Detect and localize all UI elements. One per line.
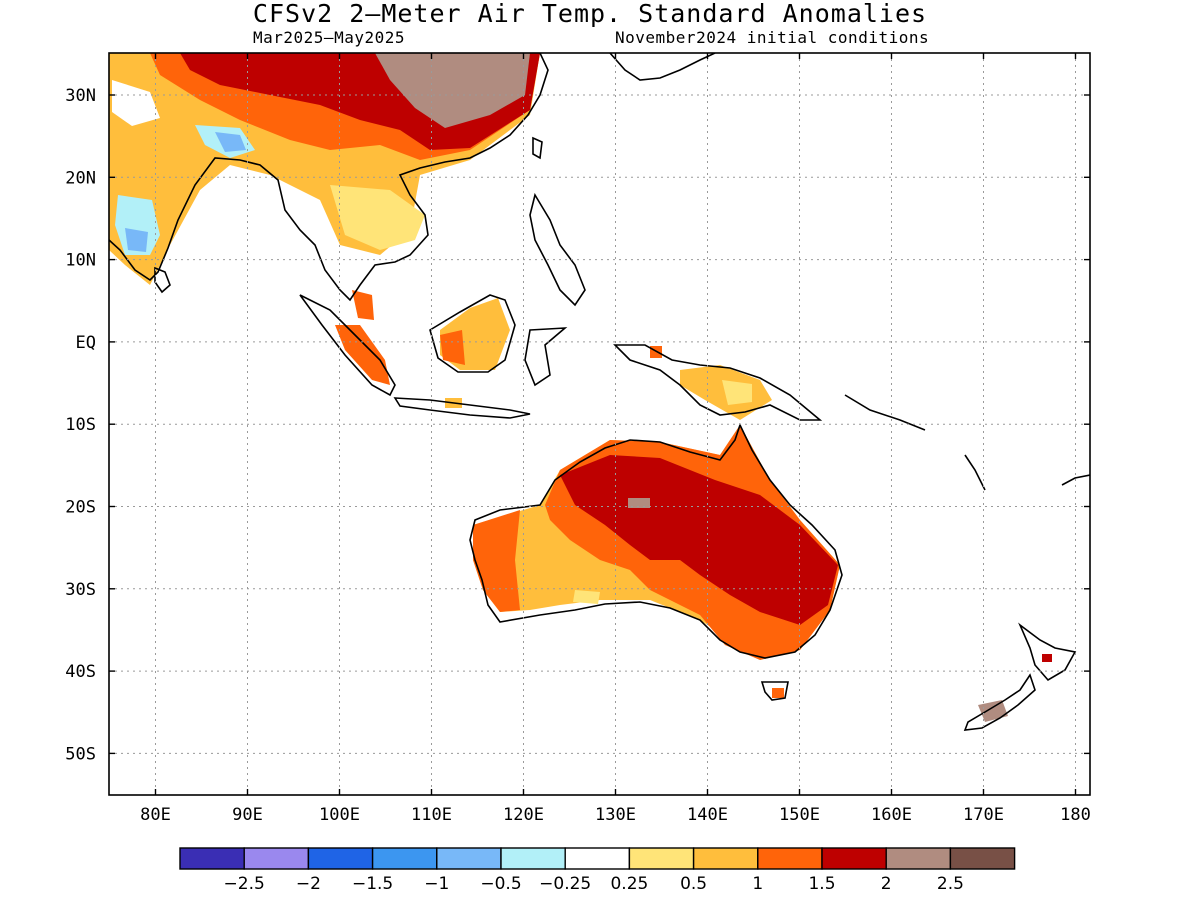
colorbar-swatch [307,847,374,870]
map-title: CFSv2 2–Meter Air Temp. Standard Anomali… [252,0,928,28]
anomaly-sumatra [335,325,390,385]
colorbar: −2.5 −2 −1.5 −1 −0.5 −0.25 0.25 0.5 1 1.5 2 2.5 [179,847,1016,894]
anomaly-australia-weak [573,590,600,604]
coast-java [393,397,531,419]
lat-label: 20S [65,498,96,518]
colorbar-label: 1.5 [808,874,835,894]
lon-label: 170E [963,805,1004,825]
coast-philippines [529,192,586,307]
lon-label: 110E [411,805,452,825]
anomaly-new-guinea-weak [722,380,752,405]
colorbar-swatch [371,847,438,870]
anomaly-borneo-strong [440,330,465,365]
forecast-period: Mar2025–May2025 [253,28,405,47]
anomaly-australia-very-strong [560,455,838,625]
anomaly-india-cooler [125,228,148,252]
lon-label: 90E [232,805,263,825]
colorbar-label: −0.5 [480,874,521,894]
anomaly-australia-extreme [628,498,650,508]
gridlines [109,53,1090,795]
colorbar-swatch [821,847,887,870]
colorbar-label: −0.25 [539,874,591,894]
lat-label: 10S [65,415,96,435]
lat-label: 30S [65,580,96,600]
coast-vanuatu-fiji [964,454,1090,491]
coast-sumatra [299,294,396,397]
coast-japan [609,53,716,81]
lat-label: 10N [65,251,96,271]
lat-label: 30N [65,86,96,106]
colorbar-label: −1.5 [352,874,393,894]
anomaly-malaya [352,290,374,320]
anomaly-australia-west-strong [473,510,520,612]
coast-sulawesi [524,327,568,387]
coast-tasmania [760,681,789,701]
colorbar-swatch [243,847,310,870]
colorbar-label: −1 [424,874,449,894]
colorbar-label: 0.25 [610,874,648,894]
lon-label: 160E [871,805,912,825]
colorbar-swatch [885,847,952,870]
lon-label: 100E [319,805,360,825]
colorbar-label: 1 [752,874,763,894]
coast-nz-south [963,673,1036,731]
colorbar-label: 2 [881,874,892,894]
anomaly-india-cool [115,195,160,255]
lon-label: 150E [779,805,820,825]
lat-label: 50S [65,744,96,764]
colorbar-swatch [500,847,566,870]
lon-label: 180 [1060,805,1091,825]
anomaly-nz-south-extreme [978,700,1008,722]
colorbar-swatch [692,847,759,870]
lon-label: 80E [140,805,171,825]
initial-conditions: November2024 initial conditions [615,28,930,47]
colorbar-swatch [628,847,695,870]
axis-ticks: 80E 90E 100E 110E 120E 130E 140E 150E 160E 170E 18… [65,53,1091,825]
coast-solomons [844,394,926,431]
anomaly-asia-weak [330,185,425,250]
lat-label: 20N [65,168,96,188]
anomaly-fill-layer [109,53,1052,722]
colorbar-swatch [179,847,245,870]
coast-taiwan [532,136,543,160]
anomaly-nz-north [1042,654,1052,662]
colorbar-swatch [564,847,631,870]
lat-label: EQ [76,333,96,353]
anomaly-india-white [112,80,160,126]
colorbar-swatch [436,847,502,870]
colorbar-label: −2 [296,874,321,894]
coast-australia [469,422,843,659]
colorbar-label: 0.5 [680,874,707,894]
colorbar-swatch [757,847,823,870]
colorbar-swatch [949,847,1016,870]
lat-label: 40S [65,662,96,682]
colorbar-label: 2.5 [937,874,964,894]
coast-sri-lanka [154,266,171,294]
lon-label: 130E [595,805,636,825]
anomaly-himalaya-cooler [215,132,246,152]
anomaly-asia-extreme [375,53,530,128]
lon-label: 120E [503,805,544,825]
anomaly-tasmania [772,688,784,698]
coast-asia [109,53,549,302]
colorbar-label: −2.5 [224,874,265,894]
coast-nz-north [1018,622,1077,682]
lon-label: 140E [687,805,728,825]
coast-borneo [429,294,516,373]
